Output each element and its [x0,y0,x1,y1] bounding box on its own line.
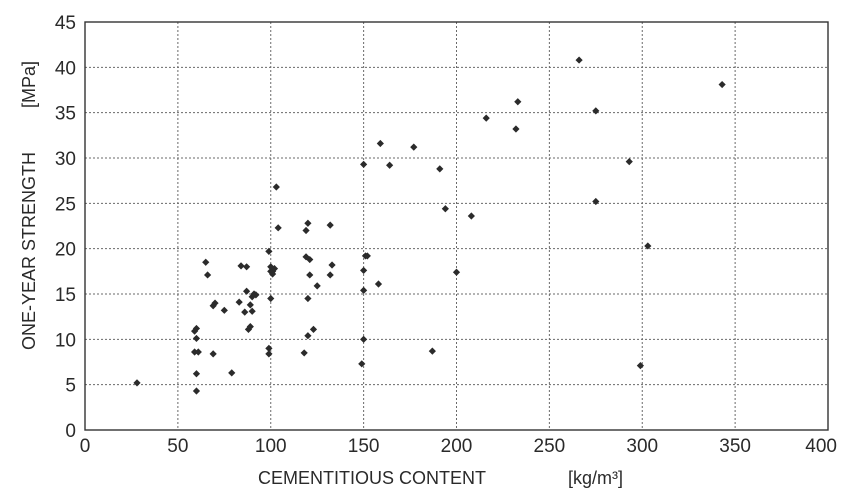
data-point [326,221,334,229]
data-point [410,143,418,151]
y-axis: 0 5 10 15 20 25 30 35 40 45 [55,13,76,442]
data-point [592,107,600,115]
data-point [192,334,201,343]
data-point [360,266,368,275]
grid [85,22,828,430]
y-tick-label: 40 [55,58,76,79]
y-tick-label: 10 [55,330,76,351]
data-point [326,271,334,279]
x-tick-label: 100 [255,436,287,457]
data-point [235,298,243,306]
data-point [248,293,256,301]
data-point [376,139,384,148]
y-tick-label: 5 [65,376,76,397]
data-point [360,335,368,343]
data-point [304,294,312,303]
data-point [718,80,726,89]
data-point [514,98,522,106]
data-point [302,226,310,235]
data-point [625,158,633,166]
data-point [300,349,308,357]
data-point [270,265,279,273]
data-point [360,160,368,168]
data-point [358,360,366,368]
data-point [192,370,201,378]
data-point [241,308,249,316]
data-point [267,294,275,303]
x-axis-title: CEMENTITIOUS CONTENT [258,468,486,488]
x-axis-unit: [kg/m³] [568,468,623,488]
x-tick-label: 50 [167,436,188,457]
y-tick-label: 20 [55,240,76,261]
data-point [274,224,282,232]
y-tick-label: 25 [55,194,76,215]
y-axis-title: ONE-YEAR STRENGTH [19,152,39,350]
data-point [192,324,201,333]
data-point [220,306,228,314]
data-point [269,267,277,275]
data-point [265,247,273,255]
data-point [202,258,210,266]
data-point [386,161,394,169]
data-point [243,263,251,271]
data-point [243,287,251,295]
x-tick-label: 0 [80,436,91,457]
data-point [209,350,217,358]
data-point [512,125,520,133]
data-point [228,369,236,377]
data-point [246,323,254,331]
data-point [309,325,318,333]
data-point [306,255,314,264]
data-point [302,253,310,261]
x-axis: 0 50 100 150 200 250 300 350 400 [80,436,837,457]
data-point [575,56,583,64]
data-point [237,262,245,270]
data-point [482,114,490,122]
data-point [436,165,444,173]
data-point [272,183,280,191]
data-point [374,280,383,288]
x-tick-label: 400 [805,436,837,457]
data-point [248,307,256,315]
data-point [265,344,273,352]
data-point [441,205,449,213]
data-points [133,56,726,395]
data-point [328,261,336,269]
data-point [306,271,314,279]
y-tick-label: 0 [65,421,76,442]
data-point [304,219,312,227]
y-tick-label: 45 [55,13,76,34]
data-point [467,212,475,220]
data-point [636,362,644,370]
data-point [252,291,260,299]
data-point [211,299,219,307]
data-point [194,348,202,356]
data-point [265,350,273,358]
data-point [592,197,600,206]
x-tick-label: 150 [348,436,380,457]
plot-area [84,21,829,431]
data-point [644,242,652,250]
x-tick-label: 350 [719,436,751,457]
data-point [190,348,199,356]
data-point [428,347,436,355]
y-tick-label: 15 [55,285,76,306]
data-point [360,286,368,294]
data-point [363,252,371,260]
x-tick-label: 200 [441,436,473,457]
x-tick-label: 250 [534,436,566,457]
data-point [246,301,254,309]
data-point [313,282,321,290]
data-point [133,379,141,387]
data-point [203,271,212,279]
x-tick-label: 300 [626,436,658,457]
y-tick-label: 30 [55,149,76,170]
data-point [304,332,312,340]
y-axis-unit: [MPa] [19,61,39,108]
data-point [452,268,461,276]
data-point [192,387,201,395]
y-tick-label: 35 [55,104,76,125]
